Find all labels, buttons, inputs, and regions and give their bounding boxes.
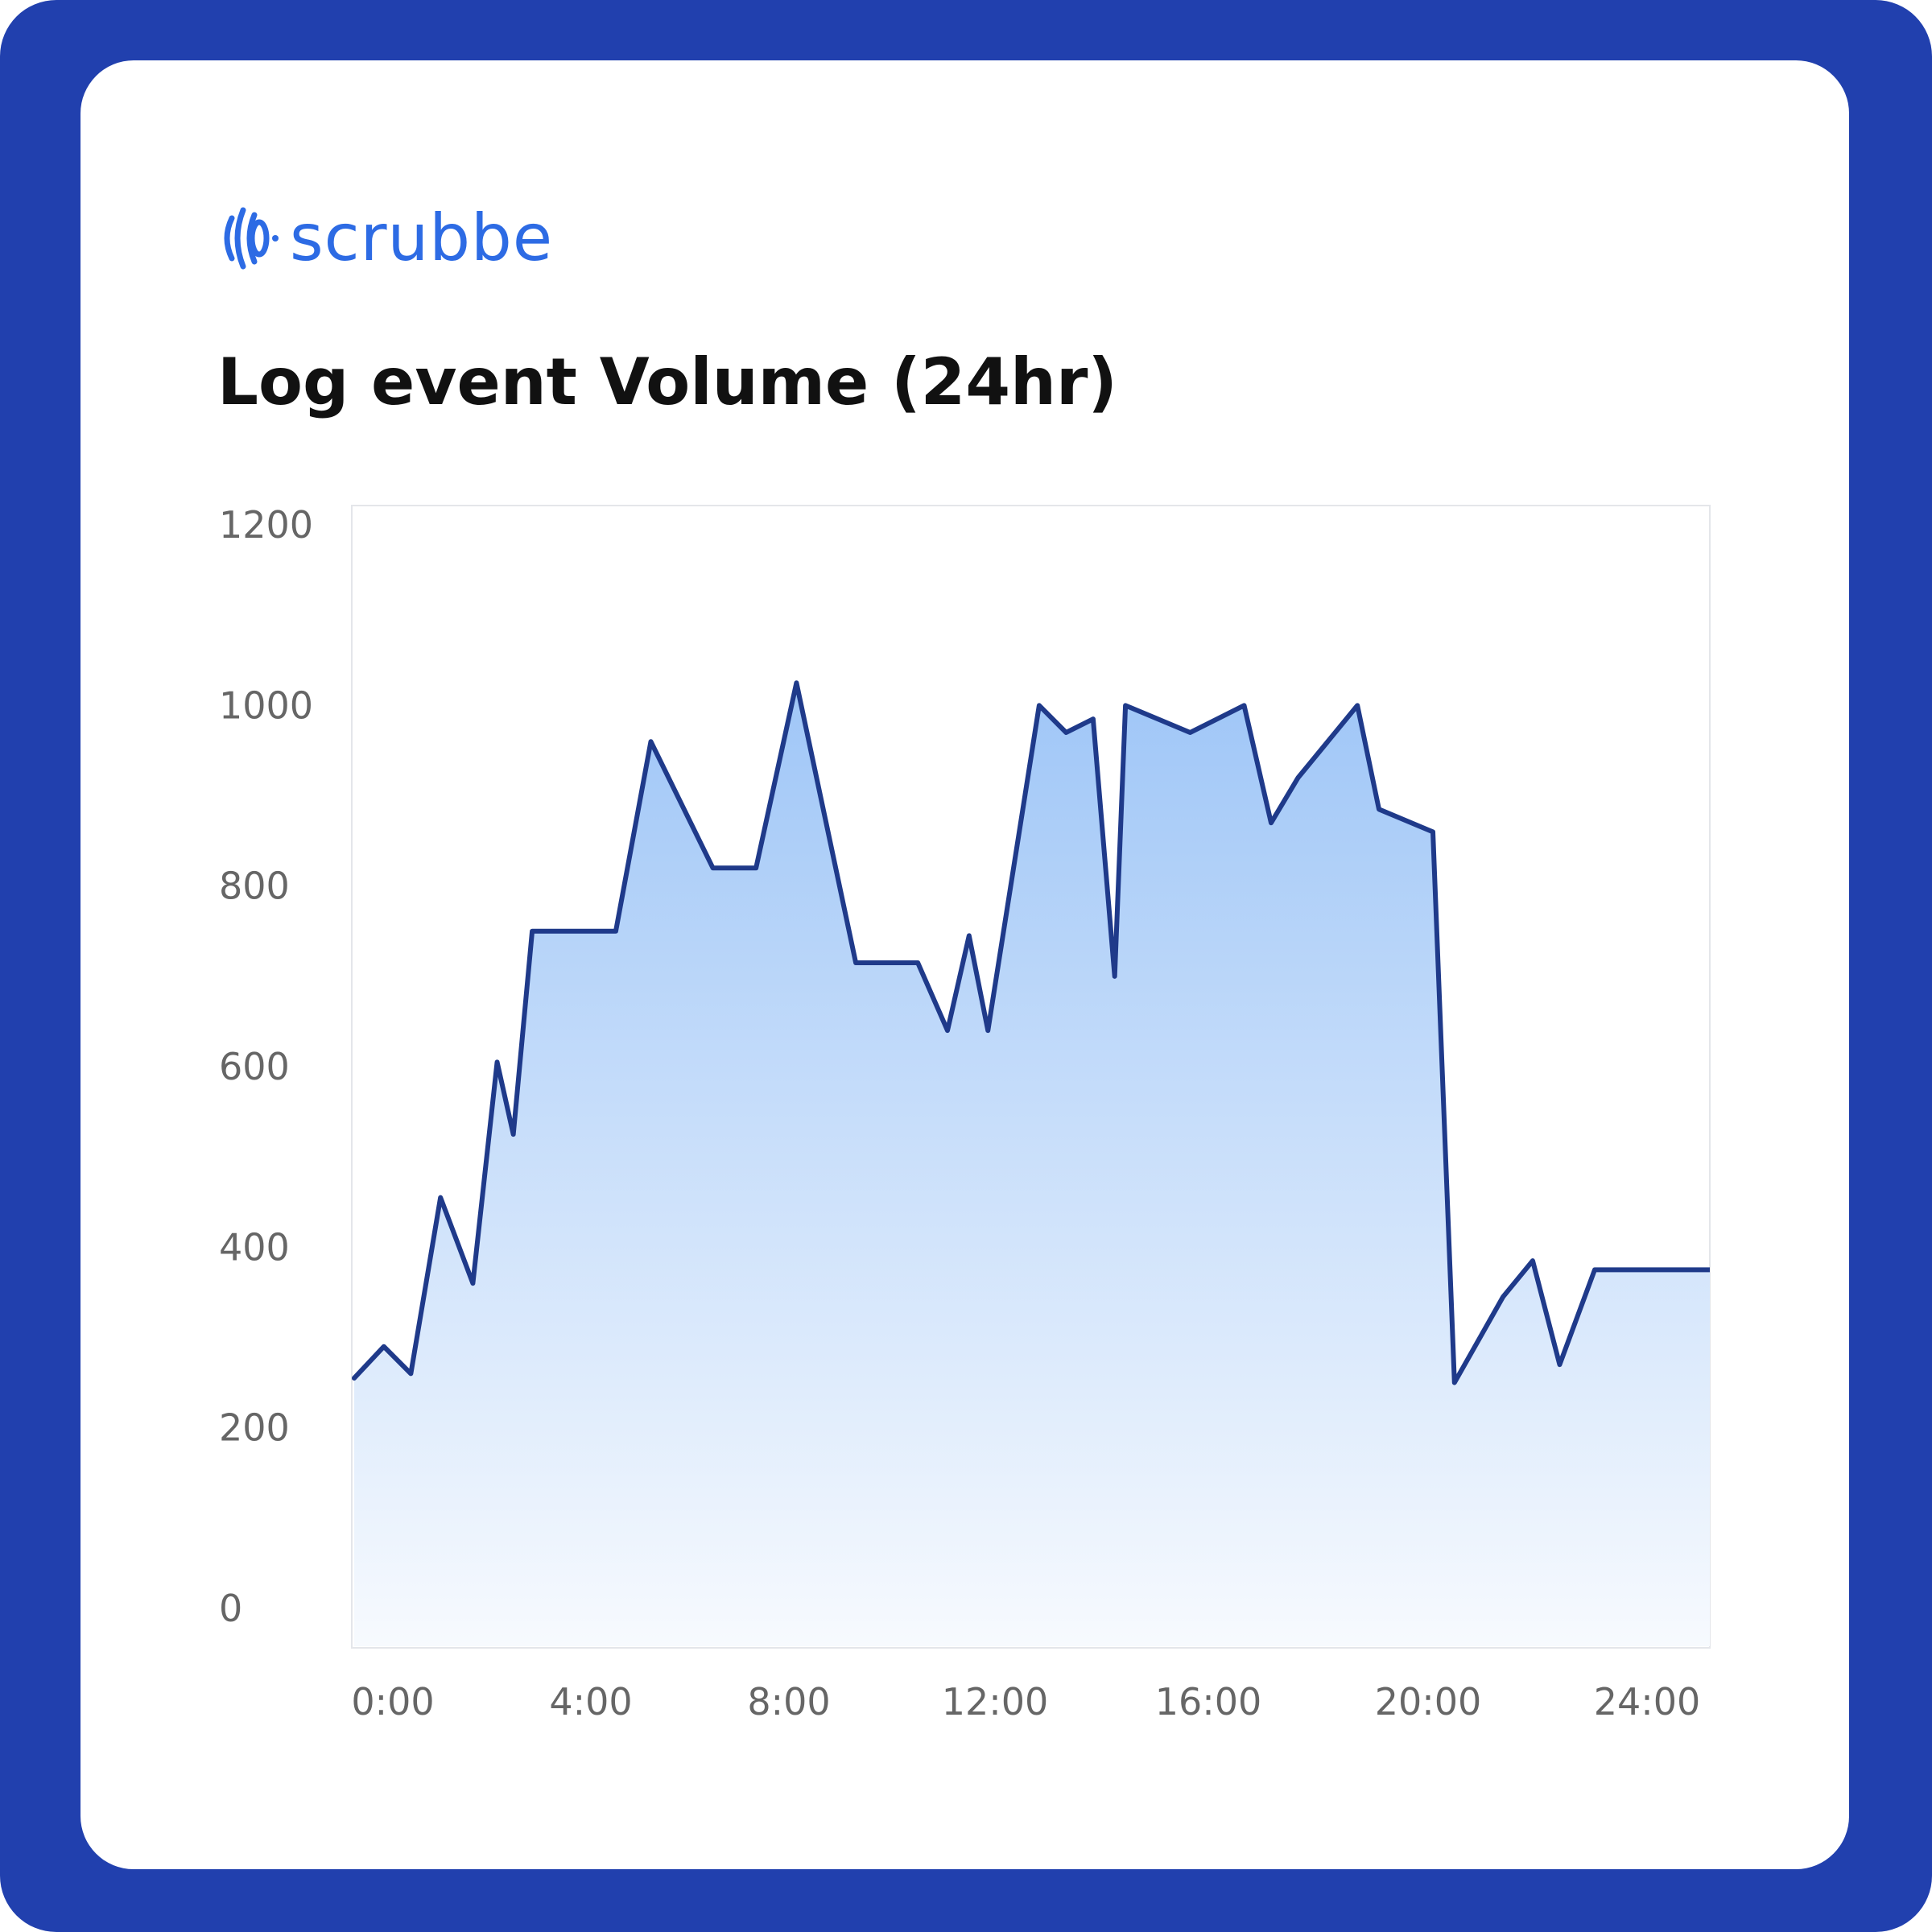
y-tick-label: 600 — [219, 1045, 290, 1088]
y-tick-label: 0 — [219, 1587, 242, 1630]
plot-area-frame — [351, 505, 1711, 1649]
y-tick-label: 1200 — [219, 503, 313, 547]
y-tick-label: 200 — [219, 1406, 290, 1450]
x-tick-label: 4:00 — [549, 1680, 632, 1724]
brand-logo: scrubbe — [221, 198, 553, 279]
chart-title: Log event Volume (24hr) — [217, 345, 1117, 419]
series-area-0 — [354, 683, 1710, 1646]
x-tick-label: 24:00 — [1594, 1680, 1701, 1724]
scrubbe-logo-icon — [224, 207, 279, 270]
x-tick-label: 12:00 — [942, 1680, 1049, 1724]
x-tick-label: 0:00 — [351, 1680, 434, 1724]
y-tick-label: 1000 — [219, 683, 313, 727]
x-tick-label: 8:00 — [747, 1680, 830, 1724]
y-tick-label: 400 — [219, 1225, 290, 1269]
y-tick-label: 800 — [219, 865, 290, 908]
brand-name: scrubbe — [290, 200, 554, 275]
x-tick-label: 16:00 — [1155, 1680, 1262, 1724]
series-line-0 — [352, 680, 1710, 1385]
x-tick-label: 20:00 — [1375, 1680, 1482, 1724]
